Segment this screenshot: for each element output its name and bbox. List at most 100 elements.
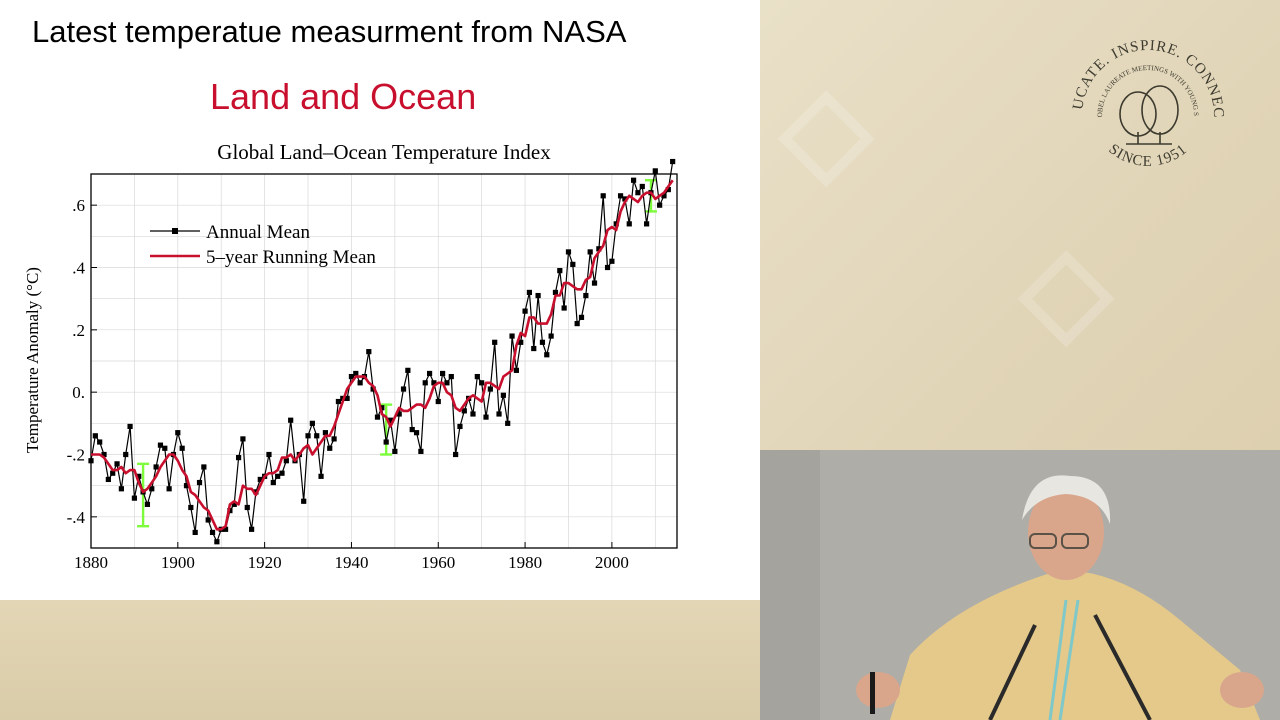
annual-mean-point [565,249,572,255]
annual-mean-point [127,423,133,430]
annual-mean-point [518,339,524,345]
annual-mean-point [266,451,272,458]
annual-mean-point [327,445,333,451]
legend-annual-marker [172,228,178,234]
axis-ticks: 1880 1900 1920 1940 1960 1980 2000 -.4 -.2 0. .2 .4… [67,196,629,572]
backdrop-watermark: ◇ [780,62,873,196]
error-bar [137,462,150,528]
annual-mean-point [440,370,446,377]
y-tick-label: .4 [72,259,85,278]
annual-mean-point [604,264,611,271]
annual-mean-point [92,433,98,439]
annual-mean-point [149,486,155,492]
annual-mean-point [344,395,350,401]
annual-mean-point [118,486,124,492]
annual-mean-point [244,504,250,511]
annual-mean-point [574,321,580,327]
annual-mean-point [509,333,515,339]
annual-mean-point [500,392,506,398]
annual-mean-line [90,161,674,544]
temperature-chart: Global Land–Ocean Temperature Index Temp… [23,140,678,572]
annual-mean-point [301,498,307,504]
annual-mean-point [257,476,263,483]
annual-mean-point [192,529,198,536]
y-tick-label: .2 [72,321,85,340]
annual-mean-point [249,526,255,532]
pen-icon [870,672,875,714]
speaker-hand-left [856,672,900,708]
error-bars [137,179,657,528]
x-tick-label: 2000 [595,553,629,572]
annual-mean-point [188,504,194,511]
annual-mean-point [613,221,619,227]
annual-mean-point [609,258,615,264]
glasses-icon [1029,533,1057,549]
annual-mean-point [305,433,311,439]
annual-mean-point [88,458,94,464]
annual-mean-point [665,186,671,193]
slide-subtitle: Land and Ocean [210,76,477,117]
annual-mean-point [670,158,676,165]
running-mean-line [91,179,674,531]
y-tick-label: .6 [72,196,85,215]
annual-mean-point [318,473,324,479]
annual-mean-point [657,202,663,208]
microphone-left [988,624,1037,720]
annual-mean-point [231,501,237,507]
annual-mean-point [418,448,424,454]
annual-mean-point [630,177,637,183]
lindau-logo: EDUCATE. INSPIRE. CONNECT. LINDAU NOBEL … [1068,36,1225,170]
annual-mean-point [383,439,389,445]
annual-mean-point [635,190,641,196]
annual-mean-point [123,451,129,458]
annual-mean-point [639,183,645,190]
legend-running-label: 5–year Running Mean [206,247,376,268]
annual-mean-point [114,461,120,467]
annual-mean-point [144,501,151,507]
annual-mean-point [409,426,415,433]
annual-mean-point [626,221,632,227]
annual-mean-point [101,451,107,458]
annual-mean-point [535,292,541,299]
annual-mean-point [531,345,537,352]
annual-mean-point [457,423,463,430]
annual-mean-point [492,339,498,345]
annual-mean-point [600,193,606,199]
annual-mean-point [110,470,116,476]
annual-mean-point [214,539,220,545]
annual-mean-point [591,280,598,286]
annual-mean-point [275,473,281,479]
annual-mean-point [374,414,381,420]
annual-mean-point [578,314,585,320]
x-tick-label: 1960 [421,553,455,572]
annual-mean-point [279,470,285,476]
annual-mean-point [470,411,476,417]
annual-mean-point [309,420,315,426]
lanyard [1048,599,1068,720]
annual-mean-point [366,349,372,355]
annual-mean-point [222,526,229,532]
annual-mean-point [136,473,142,479]
speaker-shirt [890,570,1260,720]
annual-mean-point [617,193,624,199]
annual-mean-point [548,333,554,339]
annual-mean-point [496,411,502,417]
annual-mean-series [88,158,676,545]
annual-mean-point [166,486,172,492]
annual-mean-point [422,380,428,386]
annual-mean-point [552,289,559,296]
annual-mean-point [487,386,493,392]
annual-mean-point [209,529,216,536]
annual-mean-point [270,479,276,486]
microphone-right [1093,614,1152,720]
annual-mean-point [479,380,485,386]
annual-mean-point [105,476,111,483]
annual-mean-point [461,408,467,414]
annual-mean-point [288,417,294,423]
annual-mean-point [413,430,420,436]
annual-mean-point [448,373,454,380]
annual-mean-point [505,420,511,426]
annual-mean-point [453,451,459,458]
annual-mean-point [570,261,576,267]
annual-mean-point [379,405,385,411]
